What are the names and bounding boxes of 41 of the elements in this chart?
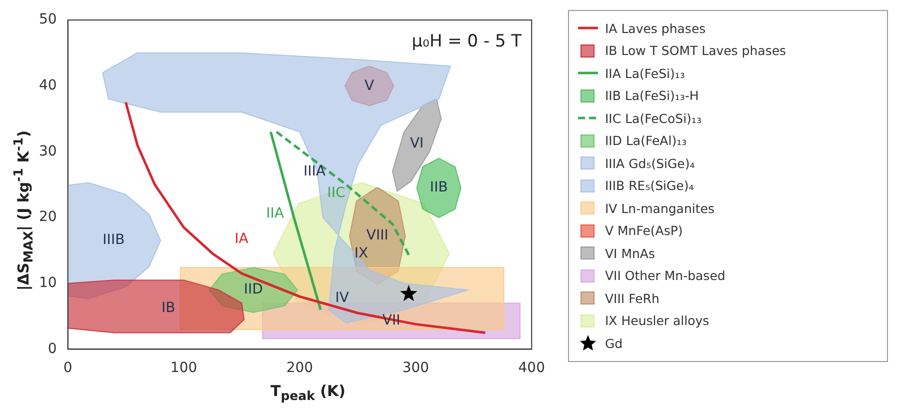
legend-label: IIB La(FeSi)₁₃-H [605, 88, 699, 104]
annotation: IIIA [304, 163, 326, 180]
annotation: μ₀H = 0 - 5 T [412, 31, 522, 52]
legend-label: VI MnAs [605, 246, 655, 261]
legend-label: VIII FeRh [605, 290, 660, 306]
legend-label: Gd [605, 336, 623, 351]
legend-label: IA Laves phases [605, 20, 706, 36]
annotation: IIA [266, 205, 284, 222]
y-tick-label: 40 [38, 77, 57, 94]
annotation: IIC [327, 185, 346, 202]
x-tick-label: 400 [518, 360, 546, 376]
y-tick-label: 0 [48, 340, 57, 357]
x-tick-label: 0 [63, 360, 72, 376]
x-tick-label: 200 [286, 360, 314, 376]
legend-label: IID La(FeAl)₁₃ [605, 133, 687, 148]
annotation: V [364, 78, 375, 94]
annotation: VIII [366, 228, 388, 244]
annotation: IV [335, 290, 350, 306]
annotation: IB [161, 300, 176, 316]
annotation: IIIB [102, 232, 125, 248]
y-tick-label: 20 [38, 209, 57, 226]
x-axis-title: T$_{peak}$ (K) [270, 382, 346, 403]
legend-label: IV Ln-manganites [605, 200, 714, 216]
legend-label: IX Heusler alloys [605, 313, 710, 328]
legend-label: V MnFe(AsP) [605, 223, 683, 238]
annotation: IA [234, 230, 249, 247]
legend-label: VII Other Mn-based [605, 268, 726, 284]
y-tick-label: 10 [38, 275, 57, 291]
annotation: VI [410, 136, 424, 152]
legend-label: IIC La(FeCoSi)₁₃ [605, 110, 702, 126]
legend-label: IIIA Gd₅(SiGe)₄ [605, 156, 695, 171]
annotation: IX [354, 245, 368, 262]
annotation: IIB [430, 180, 448, 196]
x-tick-label: 100 [170, 360, 198, 376]
y-tick-label: 30 [38, 143, 57, 160]
y-tick-label: 50 [38, 12, 57, 28]
annotation: IID [244, 282, 263, 298]
legend-label: IIIB RE₅(SiGe)₄ [605, 178, 694, 194]
legend-label: IB Low T SOMT Laves phases [605, 43, 786, 58]
legend-label: IIA La(FeSi)₁₃ [605, 66, 685, 81]
x-tick-label: 300 [402, 360, 430, 376]
